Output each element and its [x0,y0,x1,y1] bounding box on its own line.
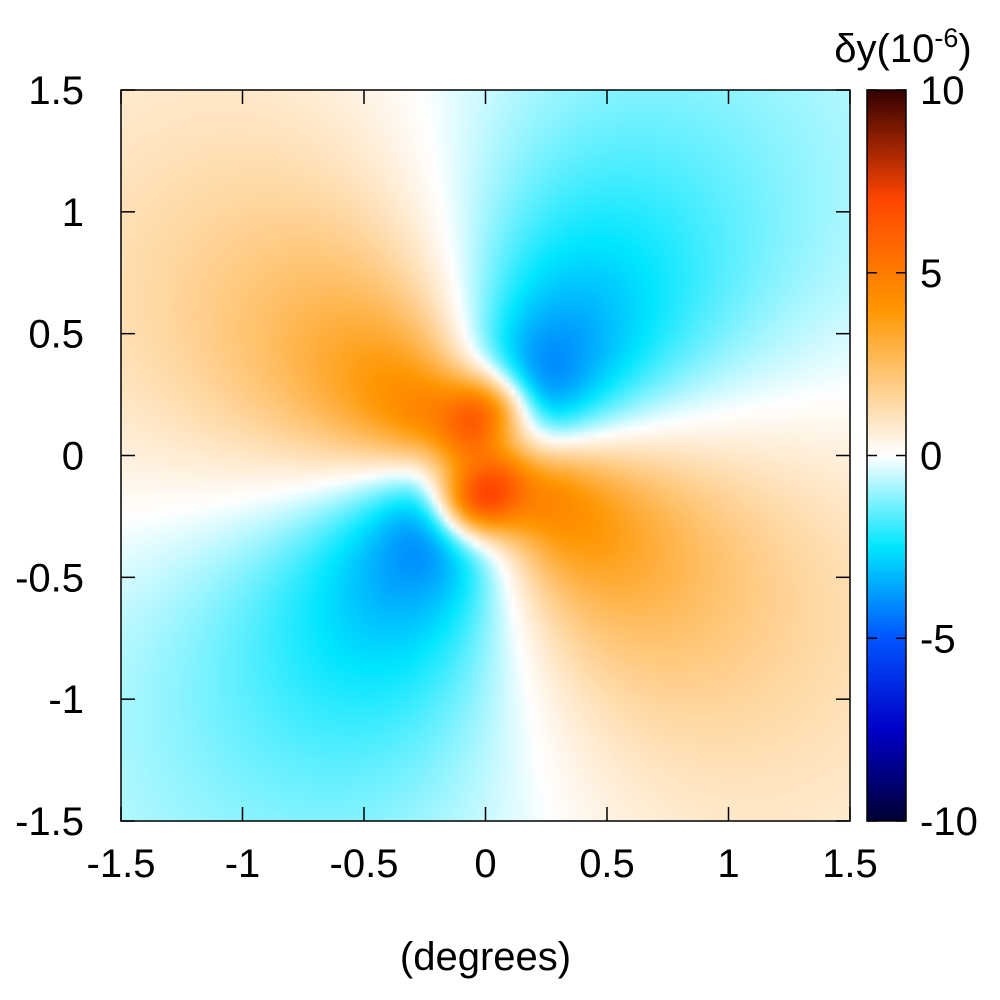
x-axis-label: (degrees) [400,935,571,979]
x-tick-label: -1 [225,842,261,886]
colorbar-title-exponent: -6 [934,23,958,53]
y-tick-label: 1 [62,191,84,235]
x-axis: -1.5 -1 -0.5 0 0.5 1 1.5 [87,90,878,886]
x-tick-label: 0.5 [579,842,635,886]
colorbar-tick-label: 10 [920,69,965,113]
colorbar-tick-label: -5 [920,617,956,661]
x-tick-label: 1 [717,842,739,886]
x-tick-label: -0.5 [330,842,399,886]
y-tick-label: -1.5 [15,800,84,844]
x-tick-label: 0 [474,842,496,886]
y-tick-label: -1 [48,678,84,722]
heatmap-field [121,90,850,821]
x-tick-label: -1.5 [87,842,156,886]
colorbar-title-base: δy(10 [834,27,934,71]
x-tick-label: 1.5 [822,842,878,886]
y-tick-label: 1.5 [28,69,84,113]
colorbar-tick-label: 5 [920,252,942,296]
y-tick-label: 0 [62,435,84,479]
colorbar-title: δy(10-6) [834,23,971,71]
colorbar-title-close: ) [958,27,971,71]
colorbar-tick-label: -10 [920,800,978,844]
colorbar-ticks: 10 5 0 -5 -10 [867,69,978,844]
y-tick-label: -0.5 [15,556,84,600]
colorbar-tick-label: 0 [920,435,942,479]
y-axis: -1.5 -1 -0.5 0 0.5 1 1.5 [15,69,850,844]
y-tick-label: 0.5 [28,313,84,357]
